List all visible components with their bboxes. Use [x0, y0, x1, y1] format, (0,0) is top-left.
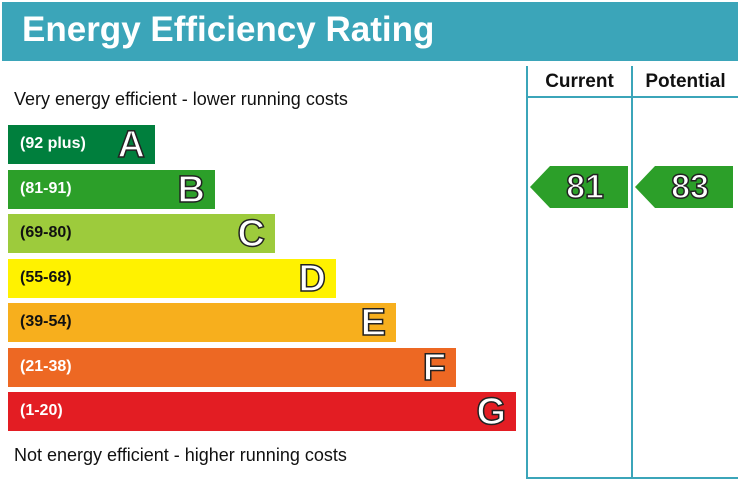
band-d: (55-68) D	[8, 257, 336, 301]
band-range: (81-91)	[20, 180, 72, 197]
divider	[631, 66, 633, 479]
chart-title: Energy Efficiency Rating	[22, 10, 435, 49]
band-range: (39-54)	[20, 313, 72, 330]
band-range: (92 plus)	[20, 135, 86, 152]
band-range: (55-68)	[20, 269, 72, 286]
band-letter: B	[177, 168, 206, 212]
band-letter: G	[476, 390, 507, 434]
band-letter: A	[117, 123, 146, 167]
band-c: (69-80) C	[8, 212, 275, 256]
band-range: (69-80)	[20, 224, 72, 241]
potential-rating-arrow: 83	[635, 166, 733, 208]
band-f: (21-38) F	[8, 346, 456, 390]
band-a: (92 plus) A	[8, 123, 155, 167]
divider	[527, 477, 738, 479]
current-rating-arrow: 81	[530, 166, 628, 208]
divider	[527, 96, 738, 98]
band-b: (81-91) B	[8, 168, 215, 212]
current-rating-value: 81	[565, 167, 604, 207]
band-letter: C	[237, 212, 266, 256]
band-letter: D	[298, 257, 327, 301]
band-letter: F	[422, 346, 447, 390]
band-range: (1-20)	[20, 402, 63, 419]
band-g: (1-20) G	[8, 390, 516, 434]
band-e: (39-54) E	[8, 301, 396, 345]
band-range: (21-38)	[20, 358, 72, 375]
potential-header: Potential	[645, 71, 726, 92]
potential-rating-value: 83	[670, 167, 709, 207]
current-header: Current	[545, 71, 614, 92]
header: Energy Efficiency Rating	[2, 2, 738, 61]
band-letter: E	[360, 301, 387, 345]
divider	[526, 66, 528, 479]
bottom-caption: Not energy efficient - higher running co…	[14, 445, 347, 465]
top-caption: Very energy efficient - lower running co…	[14, 89, 348, 109]
